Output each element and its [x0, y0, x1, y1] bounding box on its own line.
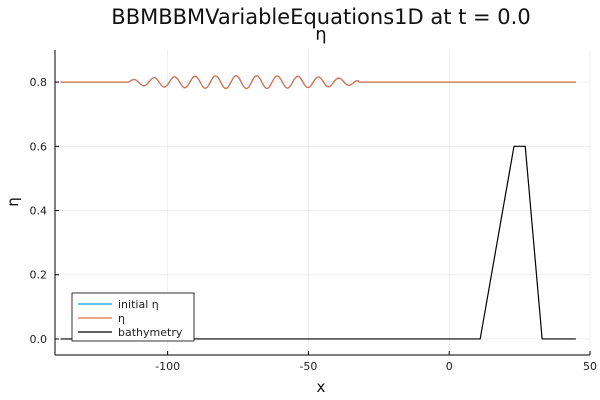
series-line-η [60, 75, 576, 90]
x-tick-label: -100 [155, 360, 180, 373]
y-tick-label: 0.8 [30, 76, 48, 89]
x-tick-label: 50 [583, 360, 597, 373]
y-tick-label: 0.0 [30, 333, 48, 346]
legend-label-eta: η [118, 312, 125, 325]
ticks-layer: -100 -50 0 50 0.0 0.2 0.4 0.6 0.8 [30, 76, 598, 373]
y-tick-label: 0.6 [30, 140, 48, 153]
legend-frame [71, 292, 195, 342]
series-layer [60, 75, 576, 340]
legend-label-bathymetry: bathymetry [118, 326, 183, 339]
x-tick-label: -50 [299, 360, 317, 373]
y-tick-label: 0.4 [30, 205, 48, 218]
legend-label-initial-eta: initial η [118, 298, 159, 311]
y-axis-title: η [4, 197, 22, 207]
x-tick-label: 0 [446, 360, 453, 373]
x-axis-title: x [317, 378, 326, 396]
chart-title: BBMBBMVariableEquations1D at t = 0.0 [111, 5, 530, 29]
axes-layer [54, 50, 590, 356]
chart-subtitle: η [315, 24, 326, 45]
legend: initial η η bathymetry [71, 292, 195, 342]
y-tick-label: 0.2 [30, 269, 48, 282]
series-line-bathymetry [60, 145, 576, 340]
